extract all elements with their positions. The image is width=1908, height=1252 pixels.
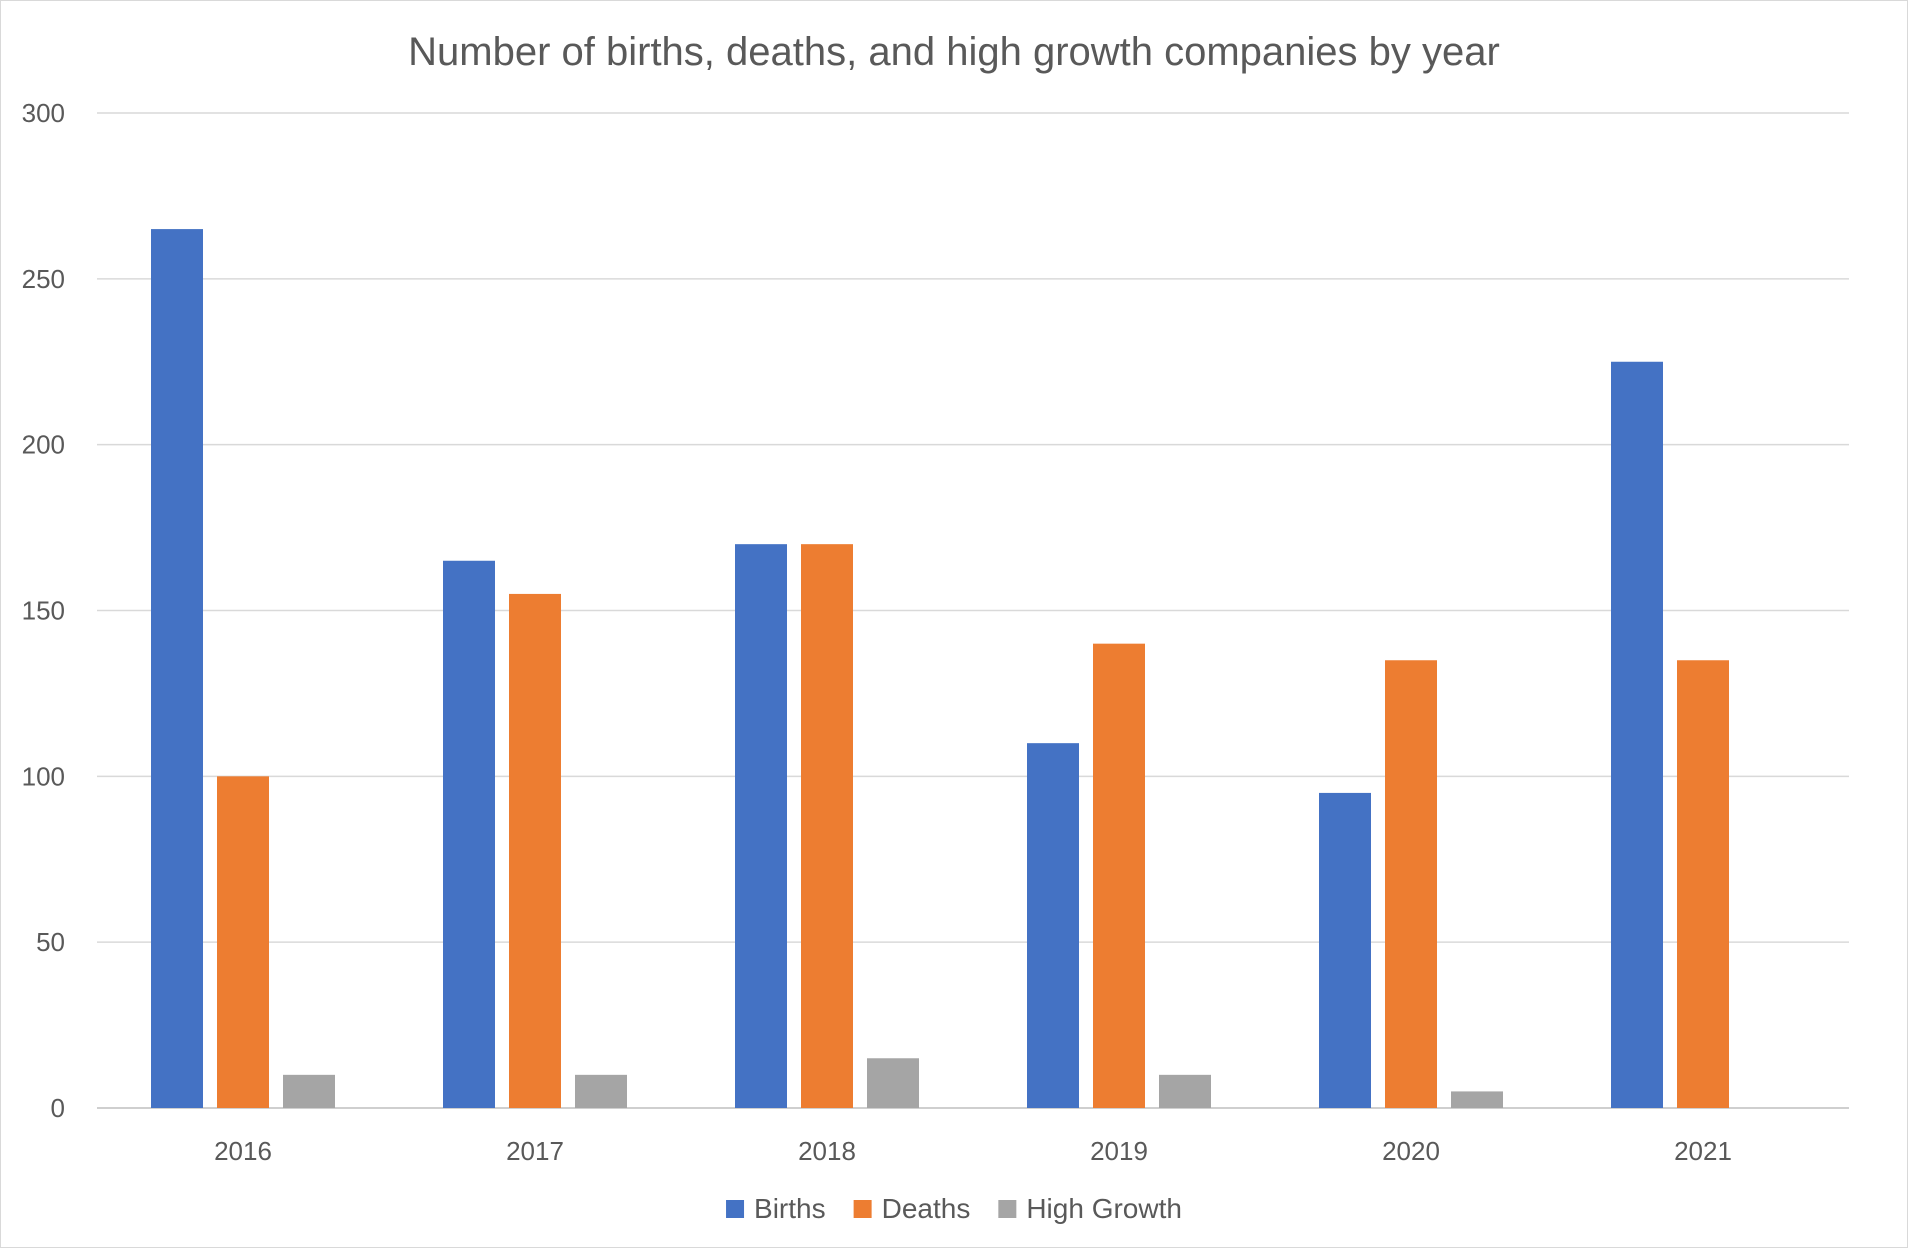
legend-swatch-high-growth bbox=[998, 1200, 1017, 1218]
bar-high-growth-2016 bbox=[283, 1074, 335, 1108]
y-axis-tick-labels: 0 50 100 150 200 250 300 bbox=[22, 98, 65, 1123]
bar-births-2016 bbox=[151, 229, 203, 1109]
bar-deaths-2019 bbox=[1093, 643, 1145, 1108]
x-tick-label: 2017 bbox=[506, 1136, 564, 1166]
y-tick-label: 250 bbox=[22, 264, 65, 294]
y-tick-label: 200 bbox=[22, 430, 65, 460]
bar-births-2018 bbox=[735, 544, 787, 1108]
bar-high-growth-2020 bbox=[1451, 1091, 1503, 1108]
bar-deaths-2020 bbox=[1385, 660, 1437, 1108]
chart-title: Number of births, deaths, and high growt… bbox=[408, 30, 1500, 74]
legend-label: High Growth bbox=[1026, 1193, 1182, 1224]
bar-high-growth-2019 bbox=[1159, 1074, 1211, 1108]
y-tick-label: 100 bbox=[22, 761, 65, 791]
x-tick-label: 2019 bbox=[1090, 1136, 1148, 1166]
legend-label: Deaths bbox=[882, 1193, 971, 1224]
bar-births-2021 bbox=[1611, 361, 1663, 1108]
legend-label: Births bbox=[754, 1193, 826, 1224]
bar-deaths-2021 bbox=[1677, 660, 1729, 1108]
x-tick-label: 2021 bbox=[1674, 1136, 1732, 1166]
x-tick-label: 2020 bbox=[1382, 1136, 1440, 1166]
y-tick-label: 0 bbox=[51, 1093, 65, 1123]
bar-births-2020 bbox=[1319, 792, 1371, 1108]
legend-swatch-births bbox=[726, 1200, 745, 1218]
legend: Births Deaths High Growth bbox=[726, 1193, 1182, 1224]
x-tick-label: 2018 bbox=[798, 1136, 856, 1166]
bar-births-2019 bbox=[1027, 743, 1079, 1108]
y-tick-label: 300 bbox=[22, 98, 65, 128]
legend-swatch-deaths bbox=[853, 1200, 872, 1218]
y-tick-label: 50 bbox=[36, 927, 65, 957]
y-tick-label: 150 bbox=[22, 596, 65, 626]
bar-births-2017 bbox=[443, 560, 495, 1108]
bar-deaths-2017 bbox=[509, 593, 561, 1108]
bar-deaths-2018 bbox=[801, 544, 853, 1108]
bar-high-growth-2018 bbox=[867, 1058, 919, 1108]
gridlines bbox=[97, 112, 1849, 1109]
x-axis-tick-labels: 2016 2017 2018 2019 2020 2021 bbox=[214, 1136, 1732, 1166]
x-tick-label: 2016 bbox=[214, 1136, 272, 1166]
bar-deaths-2016 bbox=[217, 776, 269, 1108]
bar-high-growth-2017 bbox=[575, 1074, 627, 1108]
bars bbox=[151, 229, 1729, 1109]
